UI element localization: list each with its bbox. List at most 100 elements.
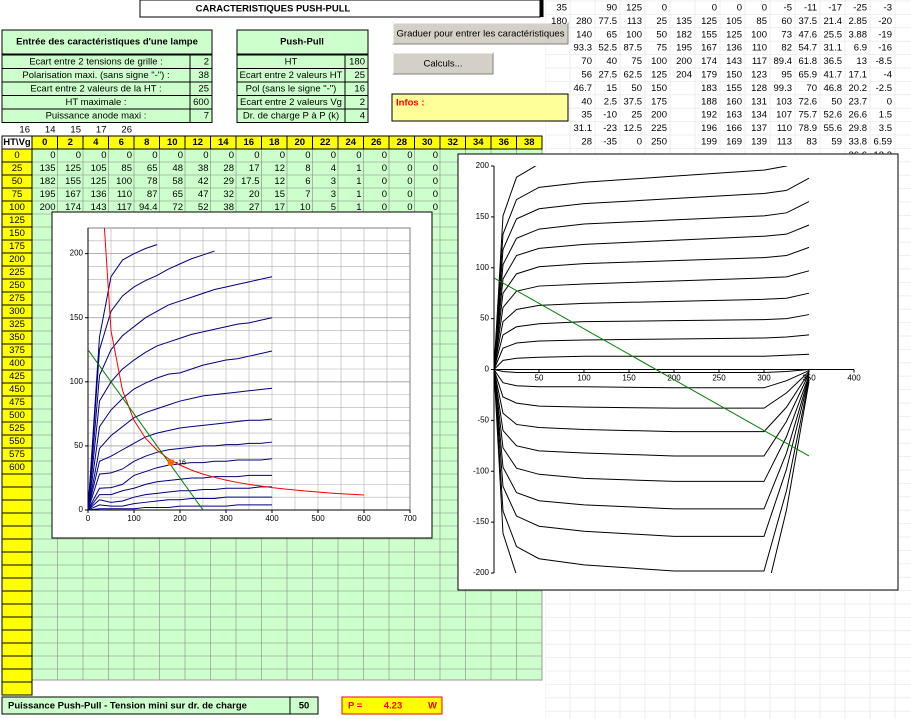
table-number: 73 bbox=[781, 29, 792, 40]
push-pull-label: Dr. de charge P à P (k) bbox=[243, 111, 339, 122]
table-number: 182 bbox=[676, 29, 692, 40]
row-label-cell bbox=[1, 577, 33, 592]
infos-label: Infos : bbox=[396, 98, 425, 109]
column-header: 36 bbox=[498, 137, 509, 148]
table-number: 36.5 bbox=[824, 56, 843, 67]
grid-cell-value: 32 bbox=[223, 189, 234, 200]
table-number: 46.7 bbox=[574, 83, 593, 94]
table-number: -5 bbox=[784, 3, 792, 14]
table-number: 150 bbox=[651, 83, 667, 94]
table-number: 26.6 bbox=[849, 110, 868, 121]
row-header: 550 bbox=[9, 436, 25, 447]
row-header: 300 bbox=[9, 306, 25, 317]
table-number: 188 bbox=[701, 96, 717, 107]
table-number: 37.5 bbox=[624, 96, 643, 107]
column-header: 8 bbox=[144, 137, 149, 148]
table-number: 70 bbox=[581, 56, 592, 67]
table-number: 139 bbox=[751, 137, 767, 148]
grid-cell-value: 78 bbox=[147, 176, 158, 187]
table-number: 3.88 bbox=[849, 29, 868, 40]
curve bbox=[88, 474, 272, 510]
curve bbox=[88, 349, 204, 510]
column-header: 30 bbox=[422, 137, 433, 148]
table-number: 2.85 bbox=[849, 16, 868, 27]
curve bbox=[494, 369, 810, 482]
table-number: 52.6 bbox=[824, 110, 843, 121]
table-number: 82 bbox=[781, 43, 792, 54]
grid-cell-value: 0 bbox=[254, 150, 259, 161]
curve bbox=[88, 276, 273, 510]
row-label-cell bbox=[1, 655, 33, 670]
row-label-cell bbox=[1, 668, 33, 683]
bottom-value-cell bbox=[289, 696, 319, 715]
table-number: 192 bbox=[701, 110, 717, 121]
table-number: 199 bbox=[701, 137, 717, 148]
table-number: 105 bbox=[726, 16, 742, 27]
x-tick-label: 100 bbox=[127, 514, 141, 523]
table-number: 78.9 bbox=[799, 123, 818, 134]
curve bbox=[494, 334, 810, 370]
row-header: 350 bbox=[9, 332, 25, 343]
lamp-value: 25 bbox=[198, 84, 209, 95]
table-number: 175 bbox=[651, 96, 667, 107]
curve bbox=[494, 353, 810, 370]
table-number: 99.3 bbox=[774, 83, 793, 94]
row-label-cell bbox=[1, 616, 33, 631]
grid-cell-value: 0 bbox=[382, 202, 387, 213]
table-number: 31.1 bbox=[574, 123, 593, 134]
grid-cell-value: 0 bbox=[178, 150, 183, 161]
push-pull-value: 25 bbox=[354, 70, 365, 81]
grid-cell-value: 65 bbox=[172, 189, 183, 200]
table-number: 123 bbox=[751, 70, 767, 81]
push-pull-label: Pol (sans le signe "-") bbox=[246, 84, 337, 95]
table-number: 179 bbox=[701, 70, 717, 81]
y-tick-label: 150 bbox=[476, 212, 490, 221]
row-header: 25 bbox=[12, 163, 23, 174]
table-number: 3.5 bbox=[879, 123, 892, 134]
grid-cell-value: 136 bbox=[91, 189, 107, 200]
push-pull-header bbox=[236, 29, 369, 55]
table-number: 75 bbox=[656, 43, 667, 54]
table-number: 65.9 bbox=[799, 70, 818, 81]
grid-cell-value: 3 bbox=[331, 189, 336, 200]
table-number: 117 bbox=[752, 56, 767, 67]
grid-cell-value: 72 bbox=[172, 202, 183, 213]
column-header: 2 bbox=[68, 137, 73, 148]
table-number: 6.9 bbox=[854, 43, 867, 54]
button-label[interactable]: Graduer pour entrer les caractéristiques bbox=[397, 29, 565, 40]
grid-cell-value: 167 bbox=[65, 189, 81, 200]
lamp-value: 2 bbox=[204, 57, 209, 68]
row-header: 50 bbox=[12, 176, 23, 187]
y-tick-label: -200 bbox=[473, 568, 490, 577]
top-row-number: 26 bbox=[121, 125, 132, 136]
row-header: 325 bbox=[9, 319, 25, 330]
row-label-cell bbox=[1, 486, 33, 501]
table-number: 70 bbox=[806, 83, 817, 94]
table-number: 160 bbox=[726, 96, 742, 107]
row-header: 200 bbox=[9, 254, 25, 265]
table-number: 131 bbox=[751, 96, 767, 107]
grid-cell-value: 94.4 bbox=[139, 202, 158, 213]
grid-cell-value: 0 bbox=[331, 150, 336, 161]
column-header: 18 bbox=[269, 137, 280, 148]
table-number: 20.2 bbox=[849, 83, 868, 94]
lamp-value-cell bbox=[189, 108, 213, 123]
grid-cell-value: 28 bbox=[223, 163, 234, 174]
grid-cell-value: 105 bbox=[91, 163, 107, 174]
curve bbox=[494, 369, 810, 433]
column-header: 16 bbox=[243, 137, 254, 148]
x-tick-label: 400 bbox=[265, 514, 279, 523]
table-number: -35 bbox=[603, 137, 617, 148]
push-pull-value: 4 bbox=[360, 111, 365, 122]
table-number: 163 bbox=[726, 110, 742, 121]
grid-cell-value: 0 bbox=[305, 150, 310, 161]
y-tick-label: -100 bbox=[473, 466, 490, 475]
operating-point-label: -16 bbox=[176, 459, 186, 466]
table-number: 100 bbox=[651, 56, 667, 67]
table-number: 200 bbox=[676, 56, 692, 67]
operating-point bbox=[167, 459, 174, 466]
button-label[interactable]: Calculs... bbox=[423, 59, 462, 70]
grid-cell-value: 135 bbox=[40, 163, 56, 174]
grid-cell-value: 27 bbox=[249, 202, 260, 213]
grid-cell-value: 10 bbox=[300, 202, 311, 213]
